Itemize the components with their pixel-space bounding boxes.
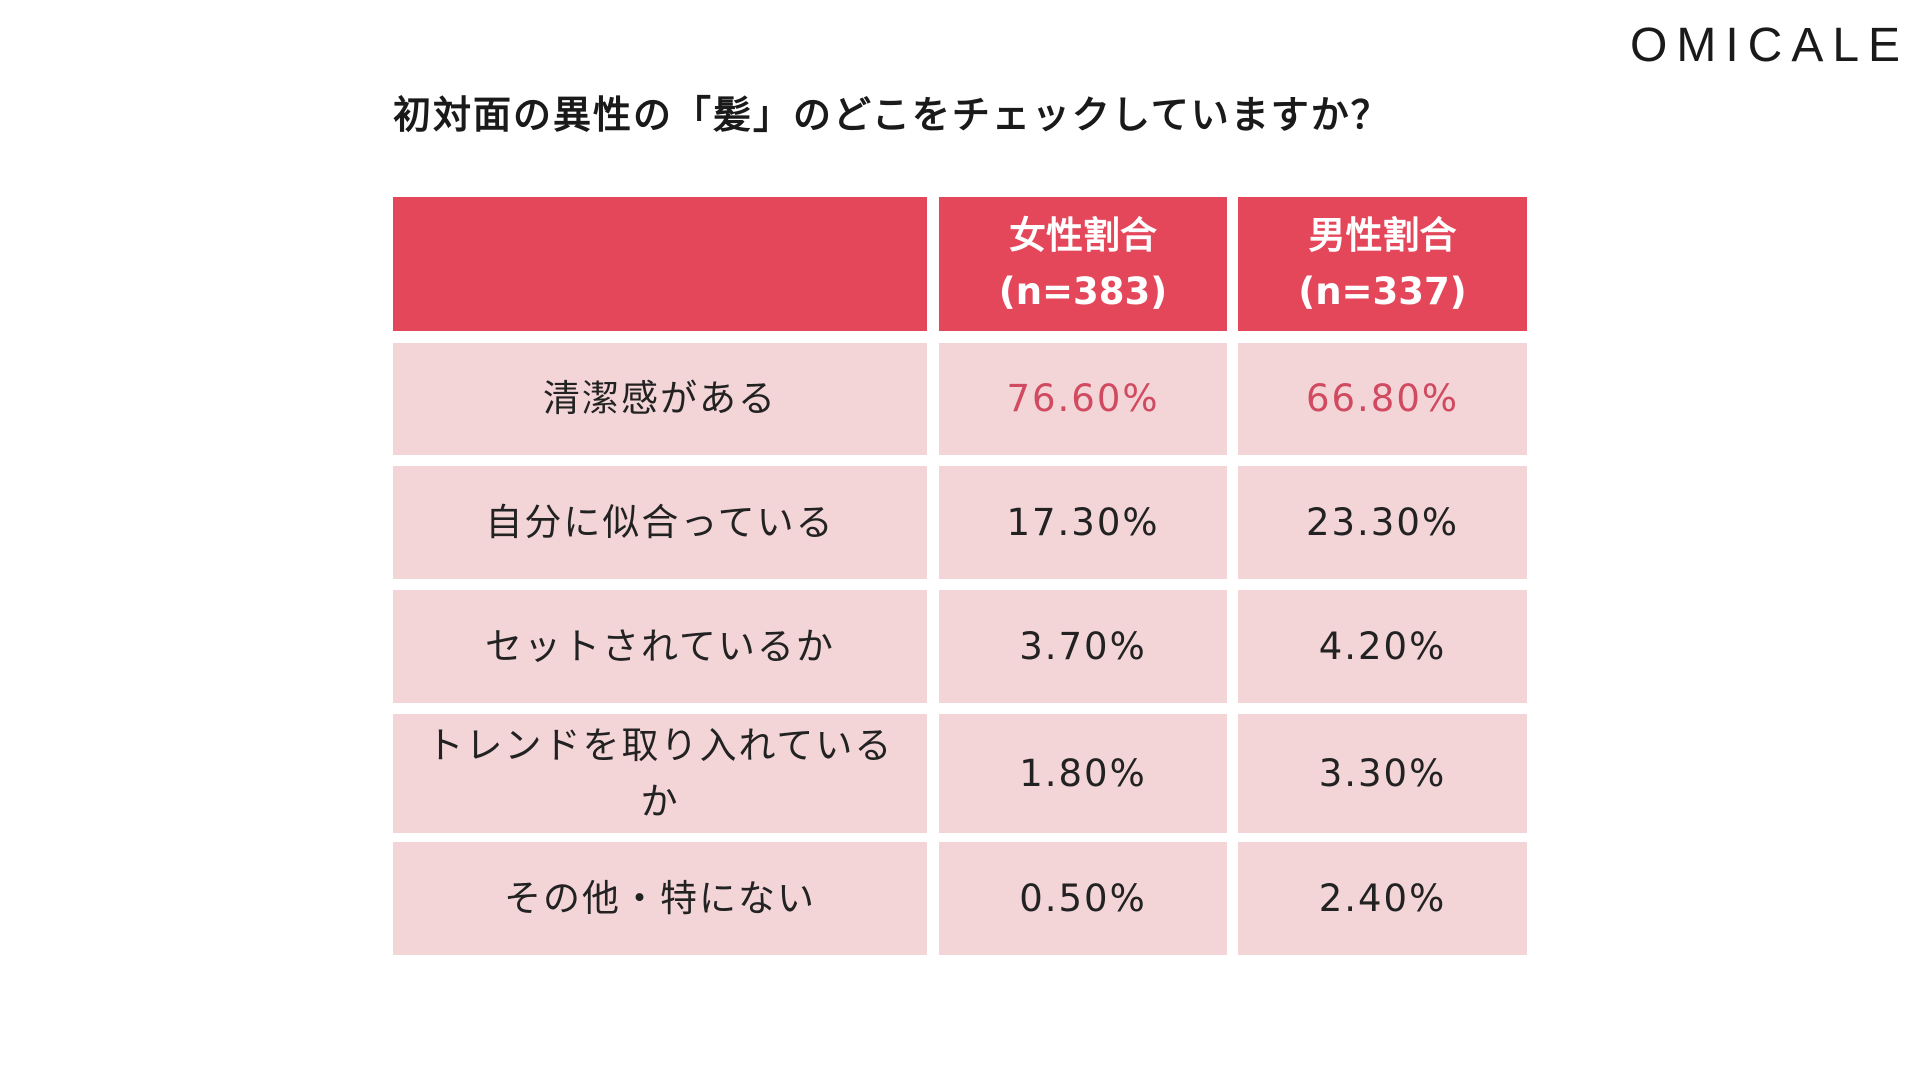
row-label: その他・特にない <box>393 842 927 955</box>
row-label: トレンドを取り入れているか <box>393 714 927 833</box>
header-female-label: 女性割合 <box>1009 214 1157 257</box>
male-value: 4.20% <box>1238 590 1527 703</box>
header-male: 男性割合 (n=337) <box>1238 197 1527 331</box>
male-value: 66.80% <box>1238 343 1527 455</box>
header-male-label: 男性割合 <box>1308 214 1457 257</box>
page-title: 初対面の異性の「髪」のどこをチェックしていますか？ <box>393 93 1391 137</box>
header-empty-cell <box>393 197 927 331</box>
female-value: 1.80% <box>939 714 1227 833</box>
row-label: 自分に似合っている <box>393 466 927 579</box>
female-value: 3.70% <box>939 590 1227 703</box>
male-value: 23.30% <box>1238 466 1527 579</box>
male-value: 2.40% <box>1238 842 1527 955</box>
header-male-n: (n=337) <box>1298 270 1467 313</box>
female-value: 76.60% <box>939 343 1227 455</box>
header-female-n: (n=383) <box>998 270 1168 313</box>
female-value: 0.50% <box>939 842 1227 955</box>
header-female: 女性割合 (n=383) <box>939 197 1227 331</box>
female-value: 17.30% <box>939 466 1227 579</box>
omicale-logo: OMICALE <box>1630 19 1910 72</box>
male-value: 3.30% <box>1238 714 1527 833</box>
row-label: 清潔感がある <box>393 343 927 455</box>
row-label: セットされているか <box>393 590 927 703</box>
